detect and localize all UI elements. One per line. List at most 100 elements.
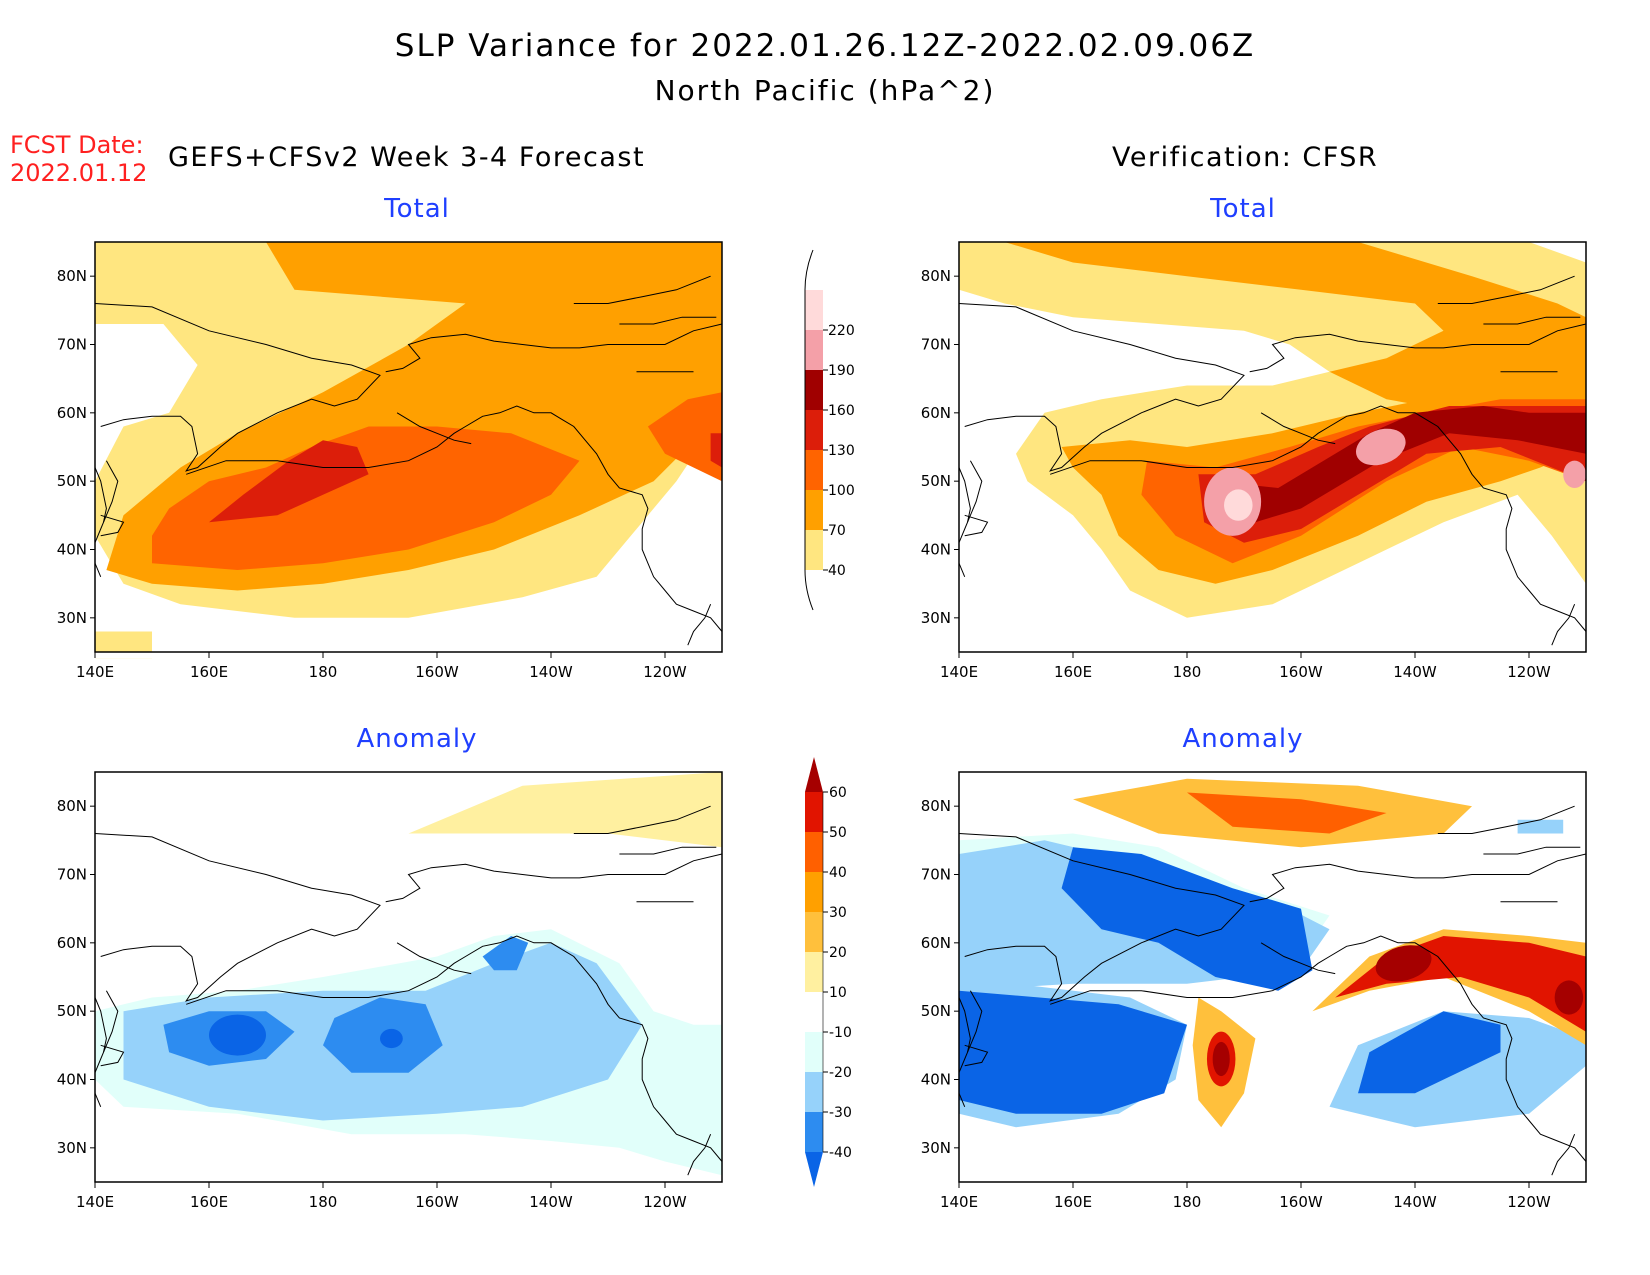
colorbar-swatch [805, 1032, 823, 1072]
colorbar-label: 130 [828, 443, 855, 459]
colorbar-swatch [805, 290, 823, 330]
contour-minus-20 [1517, 819, 1564, 834]
forecast-anomaly-axes: 30N 40N 50N 60N 70N 80N 140E 160E 180 160W 140W 120… [57, 797, 687, 1211]
lon-label: 160W [415, 663, 459, 681]
forecast-total-subtitle: Total [384, 194, 450, 224]
lat-label: 50N [57, 472, 87, 490]
lon-label: 160W [415, 1193, 459, 1211]
coastline [94, 833, 381, 1002]
coastline [1260, 412, 1336, 445]
verification-column-title: Verification: CFSR [1112, 142, 1379, 173]
lat-label: 30N [921, 609, 951, 627]
coastline [687, 604, 712, 646]
contour-220 [1224, 489, 1253, 521]
lon-label: 140E [76, 1193, 114, 1211]
contour-160 [1209, 406, 1586, 529]
coastline [573, 805, 711, 834]
coastline [396, 942, 472, 975]
contour-plus-60 [1375, 945, 1432, 982]
colorbar-label: 70 [828, 523, 846, 539]
colorbar-swatch [805, 832, 823, 872]
lat-label: 30N [57, 609, 87, 627]
colorbar-swatch [805, 872, 823, 912]
coastlines [94, 275, 723, 646]
coastline [573, 275, 711, 304]
colorbar-label: 190 [828, 363, 855, 379]
coastline [619, 846, 717, 855]
coastline [100, 514, 125, 537]
coastline [1551, 1134, 1576, 1176]
colorbar-tail [804, 569, 814, 611]
lat-label: 80N [921, 267, 951, 285]
contour-70 [1004, 242, 1586, 413]
lat-label: 60N [921, 934, 951, 952]
colorbar-swatch [805, 992, 823, 1032]
contour-100 [647, 392, 722, 482]
lon-label: 120W [1507, 1193, 1551, 1211]
lat-label: 60N [921, 404, 951, 422]
verification-anomaly-subtitle: Anomaly [1182, 724, 1304, 754]
lon-label: 140E [940, 1193, 978, 1211]
colorbar-bottom-arrow [805, 1152, 823, 1187]
colorbar-swatch [805, 370, 823, 410]
verification-total-subtitle: Total [1210, 194, 1276, 224]
contour-100 [152, 426, 580, 570]
colorbar-label: 160 [828, 403, 855, 419]
colorbar-top-arrow [805, 757, 823, 792]
contour-minus-40 [209, 1014, 266, 1056]
lat-label: 70N [57, 336, 87, 354]
coastline [964, 1044, 989, 1067]
lon-label: 160E [190, 1193, 228, 1211]
lat-label: 70N [57, 866, 87, 884]
main-subtitle: North Pacific (hPa^2) [654, 74, 996, 107]
colorbar-label: 40 [828, 563, 846, 579]
colorbar-label: 10 [829, 985, 847, 1001]
contour-below-40 [95, 652, 722, 659]
coastline [1050, 935, 1587, 1162]
main-title: SLP Variance for 2022.01.26.12Z-2022.02.… [394, 28, 1256, 64]
lon-label: 180 [309, 663, 338, 681]
lat-label: 30N [57, 1139, 87, 1157]
colorbar-swatch [805, 792, 823, 832]
colorbar-label: 40 [829, 865, 847, 881]
lat-label: 40N [57, 1071, 87, 1089]
coastline [958, 997, 971, 1053]
lon-label: 160E [1054, 1193, 1092, 1211]
colorbar-label: -20 [829, 1065, 852, 1081]
colorbar-swatch [805, 450, 823, 490]
colorbar-swatch [805, 490, 823, 530]
lon-label: 160W [1279, 1193, 1323, 1211]
colorbar-label: -10 [829, 1025, 852, 1041]
lon-label: 160E [190, 663, 228, 681]
forecast-total-axes: 30N 40N 50N 60N 70N 80N 140E 160E 180 160W 140W 120… [57, 267, 687, 681]
verification-total-axes: 30N 40N 50N 60N 70N 80N 140E 160E 180 160W 140W 120… [921, 267, 1551, 681]
verification-anomaly-axes: 30N 40N 50N 60N 70N 80N 140E 160E 180 160W 140W 120… [921, 797, 1551, 1211]
contour-minus-40 [959, 990, 1187, 1114]
forecast-anomaly-subtitle: Anomaly [356, 724, 478, 754]
lat-label: 50N [57, 1002, 87, 1020]
total-colorbar: 40 70 100 130 160 190 220 [804, 249, 855, 611]
coastline [1437, 805, 1575, 834]
coastline [100, 1044, 125, 1067]
fcst-date-label: FCST Date: [10, 131, 144, 159]
verification-anomaly-map [958, 771, 1587, 1183]
coastline [964, 514, 989, 537]
colorbar-swatch [805, 952, 823, 992]
coastline [1483, 846, 1581, 855]
forecast-anomaly-map [94, 771, 723, 1183]
lon-label: 180 [309, 1193, 338, 1211]
coastline [1260, 942, 1336, 975]
contour-minus-40 [1358, 1011, 1501, 1094]
lon-label: 140E [940, 663, 978, 681]
contour-plus-60 [1554, 980, 1584, 1015]
map-frame [958, 241, 1587, 653]
colorbar-label: 20 [829, 945, 847, 961]
colorbar-swatch [805, 912, 823, 952]
colorbar-label: 30 [829, 905, 847, 921]
lon-label: 140W [1393, 1193, 1437, 1211]
map-frame [94, 241, 723, 653]
colorbar-label: 50 [829, 825, 847, 841]
lat-label: 60N [57, 404, 87, 422]
lon-label: 160E [1054, 663, 1092, 681]
lon-label: 140E [76, 663, 114, 681]
